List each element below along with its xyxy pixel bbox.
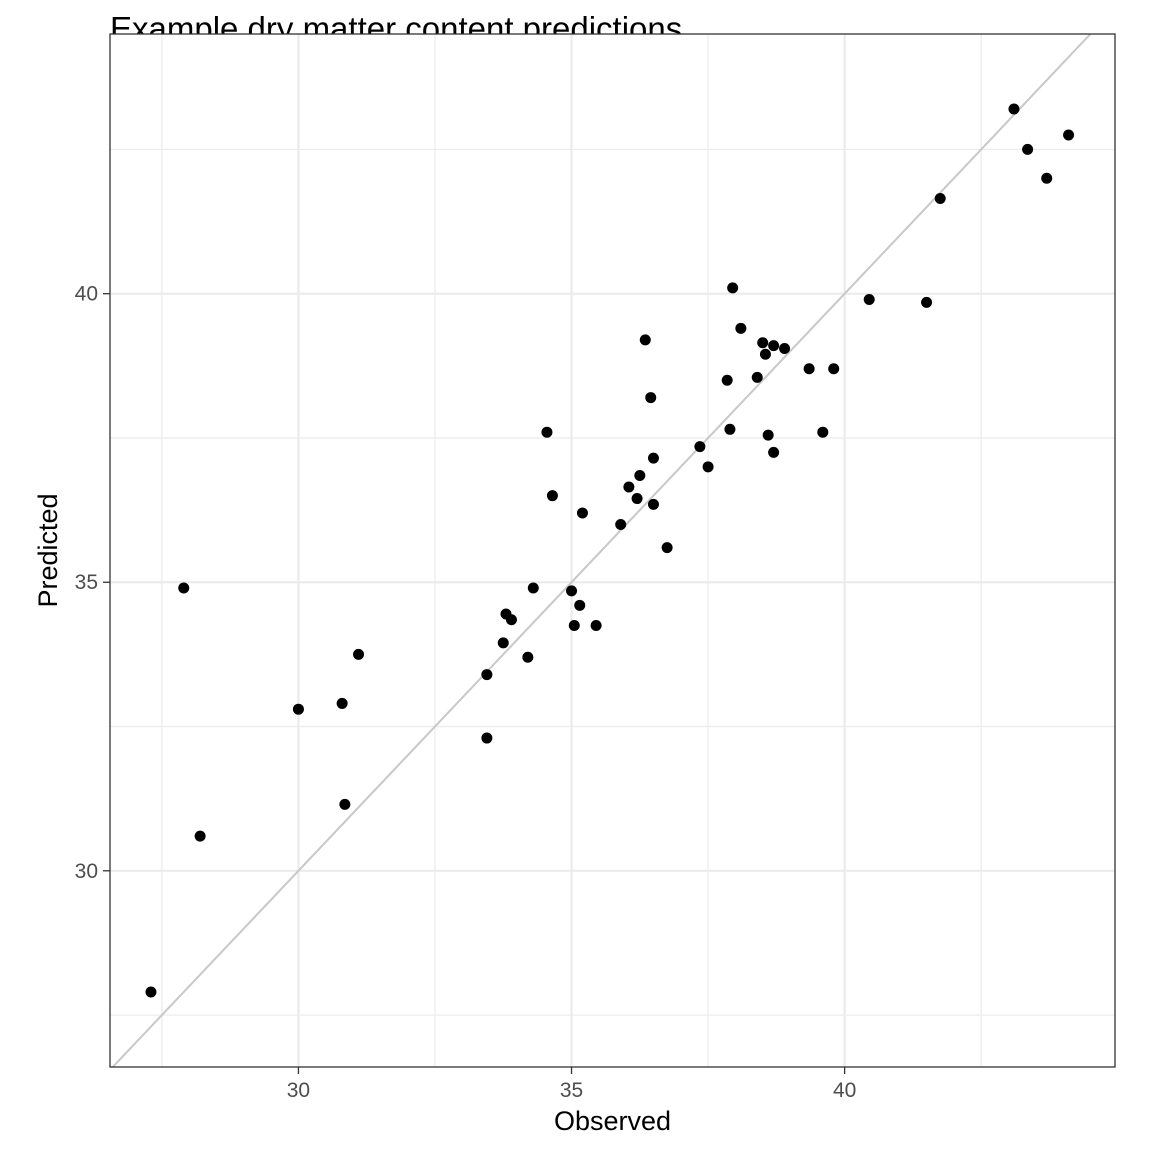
panel-background [110,34,1115,1067]
data-point [615,519,627,531]
data-point [751,371,763,383]
data-point [481,732,493,744]
data-point [194,830,206,842]
data-point [505,614,517,626]
data-point [757,337,769,349]
x-axis-title: Observed [554,1106,671,1136]
y-tick-label: 35 [75,571,98,594]
data-point [694,441,706,453]
data-point [1041,172,1053,184]
data-point [803,363,815,375]
data-point [647,452,659,464]
data-point [779,343,791,355]
data-point [934,192,946,204]
data-point [568,620,580,632]
data-point [1022,143,1034,155]
plot-panel [109,33,1116,1068]
data-point [645,392,657,404]
y-tick-label: 40 [75,283,98,306]
data-point [353,648,365,660]
data-point [292,703,304,715]
data-point [145,986,157,998]
data-point [768,446,780,458]
x-tick-label: 40 [833,1079,856,1102]
data-point [1063,129,1075,141]
data-point [768,340,780,352]
data-point [634,469,646,481]
data-point [661,542,673,554]
data-point [702,461,714,473]
y-tick-label: 30 [75,860,98,883]
data-point [721,374,733,386]
data-point [566,585,578,597]
data-point [574,599,586,611]
data-point [590,620,602,632]
data-point [647,498,659,510]
data-point [759,348,771,360]
x-axis-ticks: 30 35 40 [287,1067,856,1102]
data-point [828,363,840,375]
data-point [527,582,539,594]
data-point [576,507,588,519]
data-point [522,651,534,663]
data-point [339,798,351,810]
identity-reference-line [112,33,1092,1068]
y-axis-title: Predicted [33,493,63,607]
data-point [762,429,774,441]
grid-lines [110,34,1115,1067]
data-point [817,426,829,438]
data-point [541,426,553,438]
data-point [727,282,739,294]
data-point [921,296,933,308]
data-point [724,423,736,435]
data-point [863,293,875,305]
panel-border [109,33,1116,1068]
data-point [497,637,509,649]
data-point [631,493,643,505]
y-axis-ticks: 30 35 40 [75,283,110,883]
x-tick-label: 30 [287,1079,310,1102]
data-point [639,334,651,346]
data-point [178,582,190,594]
x-tick-label: 35 [560,1079,583,1102]
data-point [623,481,635,493]
data-point [546,490,558,502]
data-point [481,669,493,681]
data-points [145,103,1075,998]
data-point [735,322,747,334]
data-point [336,697,348,709]
data-point [1008,103,1020,115]
